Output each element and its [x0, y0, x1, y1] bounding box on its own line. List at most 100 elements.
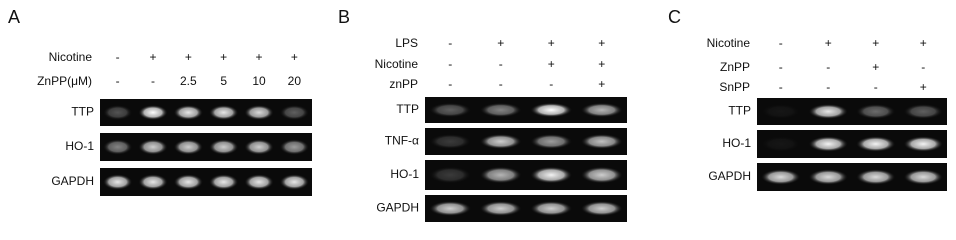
- blot-label: TTP: [728, 104, 751, 118]
- panel-letter: C: [668, 7, 681, 27]
- lane-sign: +: [497, 36, 504, 50]
- band: [102, 139, 133, 155]
- band: [580, 166, 623, 184]
- lane-sign: +: [548, 57, 555, 71]
- lane-sign: 10: [252, 74, 266, 88]
- lane-sign: -: [874, 80, 878, 94]
- band: [530, 200, 573, 217]
- lane-sign: -: [921, 60, 925, 74]
- lane-sign: -: [499, 57, 503, 71]
- band: [279, 104, 310, 121]
- band: [530, 102, 573, 118]
- lane-sign: +: [872, 60, 879, 74]
- condition-label: Nicotine: [375, 57, 419, 71]
- band: [279, 139, 310, 155]
- lane-sign: -: [448, 77, 452, 91]
- band: [244, 139, 274, 155]
- blot-label: GAPDH: [708, 169, 751, 183]
- lane-sign: +: [598, 36, 605, 50]
- band: [138, 174, 168, 190]
- band: [102, 104, 133, 121]
- lane-sign: +: [291, 50, 298, 64]
- lane-sign: -: [448, 57, 452, 71]
- band: [138, 104, 168, 121]
- band: [580, 200, 623, 217]
- lane-sign: +: [255, 50, 262, 64]
- lane-sign: +: [220, 50, 227, 64]
- band: [173, 139, 204, 155]
- band: [173, 174, 204, 190]
- band: [903, 103, 944, 120]
- band: [479, 166, 522, 184]
- lane-sign: -: [549, 77, 553, 91]
- band: [173, 104, 204, 121]
- lane-sign: -: [826, 60, 830, 74]
- panel-letter: A: [8, 7, 20, 27]
- band: [580, 133, 623, 150]
- band: [479, 200, 522, 217]
- condition-label: Nicotine: [49, 50, 93, 64]
- band: [244, 174, 274, 190]
- band: [479, 102, 522, 118]
- band: [429, 133, 472, 150]
- band: [760, 136, 801, 152]
- blot-label: TTP: [71, 105, 94, 119]
- lane-sign: -: [779, 60, 783, 74]
- lane-sign: +: [548, 36, 555, 50]
- blot-background: [100, 99, 312, 126]
- lane-sign: +: [872, 36, 879, 50]
- lane-sign: -: [448, 36, 452, 50]
- band: [138, 139, 168, 155]
- band: [530, 166, 573, 184]
- blot-label: GAPDH: [51, 174, 94, 188]
- lane-sign: -: [779, 36, 783, 50]
- band: [208, 174, 239, 190]
- condition-label: Nicotine: [707, 36, 751, 50]
- band: [760, 103, 801, 120]
- band: [855, 103, 896, 120]
- band: [808, 136, 849, 152]
- band: [429, 200, 472, 217]
- lane-sign: +: [185, 50, 192, 64]
- lane-sign: -: [499, 77, 503, 91]
- blot-background: [100, 168, 312, 196]
- band: [855, 169, 896, 185]
- band: [530, 133, 573, 150]
- panel: C Nicotine - + + + ZnPP - - + - SnPP - - - + TTP HO-1 GAPD…: [668, 7, 947, 191]
- blot-label: TNF-α: [385, 134, 419, 148]
- band: [808, 103, 849, 120]
- lane-sign: -: [116, 74, 120, 88]
- panel: A Nicotine - + + + + + ZnPP(μM) - - 2.5 5 10 20 TTP HO-1…: [8, 7, 312, 196]
- lane-sign: +: [598, 77, 605, 91]
- condition-label: LPS: [395, 36, 418, 50]
- lane-sign: +: [598, 57, 605, 71]
- lane-sign: -: [779, 80, 783, 94]
- band: [903, 136, 944, 152]
- lane-sign: 2.5: [180, 74, 197, 88]
- band: [429, 102, 472, 118]
- lane-sign: +: [825, 36, 832, 50]
- band: [855, 136, 896, 152]
- lane-sign: +: [149, 50, 156, 64]
- band: [279, 174, 310, 190]
- band: [102, 174, 133, 190]
- lane-sign: -: [826, 80, 830, 94]
- blot-background: [100, 133, 312, 161]
- band: [479, 133, 522, 150]
- blot-label: HO-1: [722, 136, 751, 150]
- blot-label: GAPDH: [376, 201, 419, 215]
- lane-sign: -: [151, 74, 155, 88]
- band: [760, 169, 801, 185]
- blot-label: HO-1: [390, 167, 419, 181]
- condition-label: znPP: [389, 77, 418, 91]
- lane-sign: +: [920, 80, 927, 94]
- panel: B LPS - + + + Nicotine - - + + znPP - - - + TTP TNF-α HO-1…: [338, 7, 627, 222]
- band: [208, 104, 239, 121]
- band: [808, 169, 849, 185]
- panel-letter: B: [338, 7, 350, 27]
- lane-sign: 20: [288, 74, 302, 88]
- condition-label: ZnPP(μM): [37, 74, 92, 88]
- figure: A Nicotine - + + + + + ZnPP(μM) - - 2.5 5 10 20 TTP HO-1…: [8, 7, 947, 222]
- blot-label: TTP: [396, 102, 419, 116]
- band: [429, 166, 472, 184]
